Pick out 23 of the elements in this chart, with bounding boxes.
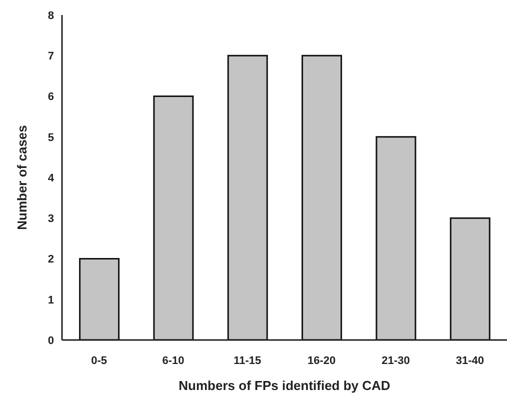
bar — [153, 96, 194, 340]
x-axis-title: Numbers of FPs identified by CAD — [178, 378, 390, 393]
y-tick-label: 3 — [48, 213, 54, 226]
bar — [227, 54, 268, 340]
y-tick-label: 0 — [48, 334, 54, 347]
y-axis-title: Number of cases — [14, 125, 30, 230]
y-tick-label: 6 — [48, 91, 54, 104]
bar — [302, 54, 342, 340]
y-tick-label: 1 — [48, 294, 54, 306]
y-tick-label: 8 — [48, 10, 54, 22]
x-tick-label: 6-10 — [162, 354, 184, 367]
y-tick-label: 2 — [48, 254, 54, 266]
bar — [79, 258, 120, 340]
bar — [450, 217, 490, 340]
x-tick-label: 16-20 — [308, 354, 336, 367]
bar — [376, 136, 416, 340]
x-tick-label: 11-15 — [234, 354, 262, 367]
y-tick-label: 7 — [48, 50, 54, 63]
y-tick-label: 4 — [48, 172, 55, 184]
x-tick-label: 21-30 — [382, 354, 410, 367]
y-tick-label: 5 — [48, 132, 54, 144]
x-tick-label: 0-5 — [91, 354, 108, 367]
x-tick-label: 31-40 — [456, 354, 484, 367]
